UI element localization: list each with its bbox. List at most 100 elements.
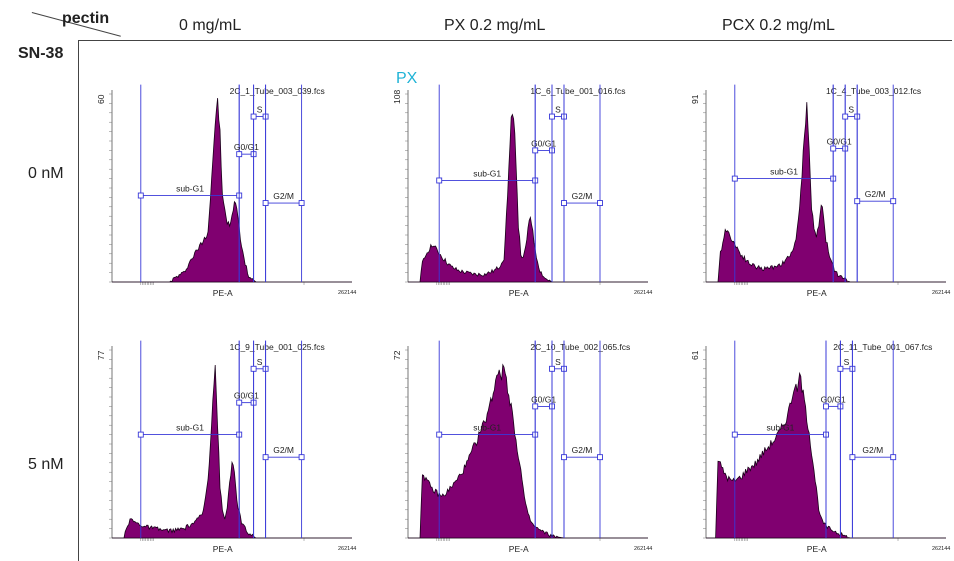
gate-g0-g1-handle <box>823 403 829 410</box>
gate-g2-m-handle <box>597 454 603 461</box>
px-overlay-label: PX <box>396 70 418 87</box>
y-max-label: 91 <box>690 94 700 104</box>
corner-top-label: pectin <box>62 10 110 27</box>
gate-g2-m-handle <box>561 200 567 206</box>
gate-g0-g1-handle <box>830 145 837 152</box>
y-max-label: 72 <box>392 350 402 360</box>
gate-g2-m-handle <box>561 454 567 461</box>
gate-sub-g1-label: sub-G1 <box>766 423 794 433</box>
gate-s-label: S <box>844 357 850 367</box>
gate-s-label: S <box>848 105 854 115</box>
x-axis-label: PE-A <box>509 288 529 298</box>
gate-sub-g1-label: sub-G1 <box>473 423 501 433</box>
gate-s-label: S <box>257 105 263 115</box>
file-name-label: 2C_10_Tube_002_065.fcs <box>530 342 630 352</box>
row-label-divider <box>78 40 79 561</box>
gate-s-label: S <box>555 357 561 367</box>
file-name-label: 2C_11_Tube_001_067.fcs <box>833 342 932 352</box>
x-axis-label: PE-A <box>213 288 233 298</box>
gate-sub-g1-handle <box>731 175 738 182</box>
gate-g2-m-handle <box>298 454 305 461</box>
gate-g0-g1-label: G0/G1 <box>234 391 259 401</box>
gate-g2-m-handle <box>262 200 269 206</box>
histogram-area <box>706 102 946 283</box>
y-max-label: 108 <box>392 90 402 104</box>
file-name-label: 1C_6_Tube_001_016.fcs <box>530 86 625 96</box>
histogram-5nM-PX: 2C_10_Tube_002_065.fcs 72 PE-A 262144 sub-G1… <box>392 340 652 554</box>
x-max-label: 262144 <box>634 546 652 552</box>
gate-g2-m-label: G2/M <box>273 445 294 455</box>
gate-sub-g1-handle <box>436 177 443 184</box>
x-max-label: 262144 <box>634 290 652 296</box>
x-max-label: 262144 <box>338 290 356 296</box>
gate-g2-m-handle <box>849 454 856 461</box>
row-label-0: 0 nM <box>28 165 64 182</box>
histogram-area <box>112 98 352 283</box>
gate-g2-m-handle <box>597 200 603 206</box>
gate-g0-g1-label: G0/G1 <box>234 142 259 152</box>
gate-g2-m-handle <box>890 198 897 205</box>
column-header-0: 0 mg/mL <box>179 17 242 34</box>
gate-g0-g1-label: G0/G1 <box>531 138 556 148</box>
gate-s-label: S <box>555 105 561 115</box>
histogram-0nM-PX: 1C_6_Tube_001_016.fcs 108 PE-A 262144 sub-G1… <box>392 84 652 298</box>
y-max-label: 60 <box>96 94 106 104</box>
histogram-area <box>112 364 352 539</box>
row-label-1: 5 nM <box>28 456 64 473</box>
gate-g2-m-handle <box>854 198 861 205</box>
column-header-1: PX 0.2 mg/mL <box>444 17 546 34</box>
x-max-label: 262144 <box>338 546 356 552</box>
gate-sub-g1-handle <box>137 431 144 438</box>
gate-s-label: S <box>257 357 263 367</box>
gate-sub-g1-label: sub-G1 <box>176 184 204 194</box>
gate-g2-m-label: G2/M <box>865 189 886 199</box>
gate-sub-g1-label: sub-G1 <box>770 167 798 177</box>
gate-g0-g1-handle <box>236 151 243 158</box>
file-name-label: 1C_4_Tube_003_012.fcs <box>826 86 921 96</box>
gate-g2-m-handle <box>298 200 305 206</box>
x-max-label: 262144 <box>932 290 950 296</box>
gate-g2-m-label: G2/M <box>273 191 294 201</box>
histogram-area <box>408 363 648 539</box>
gate-g0-g1-handle <box>236 399 243 406</box>
column-header-2: PCX 0.2 mg/mL <box>722 17 835 34</box>
gate-g0-g1-handle <box>532 403 539 410</box>
header-divider <box>78 40 952 41</box>
gate-sub-g1-label: sub-G1 <box>176 423 204 433</box>
gate-g2-m-handle <box>262 454 269 461</box>
gate-sub-g1-handle <box>436 431 443 438</box>
gate-g0-g1-handle <box>532 147 539 154</box>
x-axis-label: PE-A <box>807 288 827 298</box>
histogram-0nM-PCX: 1C_4_Tube_003_012.fcs 91 PE-A 262144 sub-G1 G… <box>690 84 950 298</box>
gate-s-handle <box>842 113 849 120</box>
gate-g0-g1-label: G0/G1 <box>821 394 846 404</box>
gate-g2-m-label: G2/M <box>572 445 593 455</box>
corner-bottom-label: SN-38 <box>18 45 64 62</box>
gate-g0-g1-label: G0/G1 <box>531 394 556 404</box>
y-max-label: 61 <box>690 350 700 360</box>
histogram-area <box>408 113 648 283</box>
x-axis-label: PE-A <box>509 544 529 554</box>
histogram-0nM-0mg: 2C_1_Tube_003_039.fcs 60 PE-A 262144 sub-G1 G… <box>96 84 356 298</box>
histogram-area <box>706 371 946 539</box>
gate-s-handle <box>250 365 257 372</box>
gate-sub-g1-handle <box>137 192 144 199</box>
gate-g2-m-label: G2/M <box>862 445 883 455</box>
gate-s-handle <box>837 365 844 372</box>
histogram-5nM-PCX: 2C_11_Tube_001_067.fcs 61 PE-A 262144 sub-G1… <box>690 340 950 554</box>
file-name-label: 2C_1_Tube_003_039.fcs <box>230 86 325 96</box>
y-max-label: 77 <box>96 350 106 360</box>
x-axis-label: PE-A <box>213 544 233 554</box>
gate-g2-m-label: G2/M <box>572 191 593 201</box>
x-max-label: 262144 <box>932 546 950 552</box>
gate-s-handle <box>250 113 257 120</box>
gate-sub-g1-handle <box>731 431 738 438</box>
gate-g0-g1-label: G0/G1 <box>827 137 852 147</box>
gate-s-handle <box>549 365 555 372</box>
gate-s-handle <box>549 113 555 120</box>
gate-g2-m-handle <box>890 454 897 461</box>
x-axis-label: PE-A <box>807 544 827 554</box>
file-name-label: 1C_9_Tube_001_025.fcs <box>230 342 325 352</box>
gate-sub-g1-label: sub-G1 <box>473 168 501 178</box>
histogram-5nM-0mg: 1C_9_Tube_001_025.fcs 77 PE-A 262144 sub-G1 G… <box>96 340 356 554</box>
